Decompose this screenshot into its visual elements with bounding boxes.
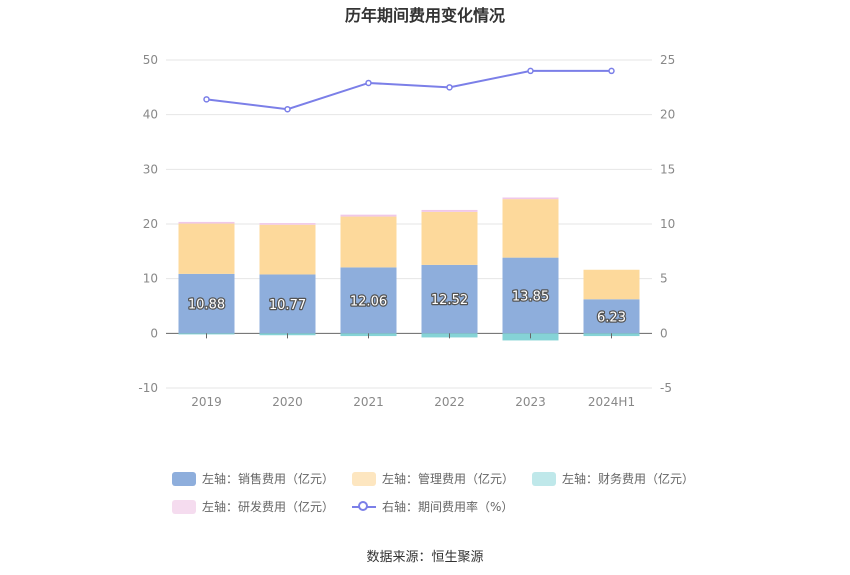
bar-segment — [178, 273, 235, 334]
legend-row-1: 左轴：销售费用（亿元） 左轴：管理费用（亿元） 左轴：财务费用（亿元） — [172, 470, 712, 487]
bar-segment — [502, 197, 559, 200]
legend-line-icon — [352, 500, 377, 514]
bar-segment — [502, 257, 559, 334]
bar-segment — [340, 216, 397, 268]
legend-item-finance[interactable]: 左轴：财务费用（亿元） — [532, 470, 694, 487]
bar-segment — [259, 224, 316, 275]
left-tick-label: 0 — [150, 326, 158, 340]
legend-swatch-sales — [172, 471, 196, 486]
legend-item-sales[interactable]: 左轴：销售费用（亿元） — [172, 470, 334, 487]
x-tick-label: 2023 — [515, 395, 546, 409]
right-tick-label: 15 — [660, 162, 675, 176]
legend-item-rnd[interactable]: 左轴：研发费用（亿元） — [172, 498, 334, 515]
data-label: 10.88 — [188, 298, 225, 313]
x-tick-label: 2024H1 — [588, 395, 635, 409]
right-tick-label: 10 — [660, 217, 675, 231]
bar-segment — [340, 214, 397, 217]
data-label: 10.77 — [269, 298, 306, 313]
legend-label-rnd: 左轴：研发费用（亿元） — [202, 500, 335, 514]
x-tick-label: 2022 — [434, 395, 465, 409]
legend-label-sales: 左轴：销售费用（亿元） — [202, 472, 335, 486]
left-tick-label: 20 — [143, 217, 158, 231]
line-point — [365, 79, 372, 87]
bar-segment — [421, 211, 478, 265]
right-tick-label: -5 — [660, 381, 672, 395]
bar-segment — [259, 274, 316, 334]
left-tick-label: 50 — [143, 53, 158, 67]
x-tick-label: 2020 — [272, 395, 303, 409]
legend-swatch-admin — [352, 471, 377, 486]
bar-segment — [340, 267, 397, 334]
line-point — [608, 67, 615, 75]
expense-ratio-line — [206, 69, 612, 111]
line-point — [203, 96, 210, 103]
left-tick-label: 10 — [143, 272, 158, 286]
bar-segment — [421, 264, 478, 334]
data-label: 13.85 — [512, 289, 549, 304]
legend-swatch-finance — [532, 471, 557, 486]
bar-segment — [178, 223, 235, 274]
right-tick-label: 0 — [660, 326, 668, 340]
x-tick-label: 2021 — [353, 395, 384, 409]
x-tick-label: 2019 — [191, 395, 222, 409]
line-point — [527, 67, 534, 75]
data-label: 12.06 — [350, 294, 387, 309]
left-tick-label: 40 — [143, 108, 158, 122]
legend-item-expense-ratio[interactable]: 右轴：期间费用率（%） — [352, 498, 513, 515]
data-label: 12.52 — [431, 293, 468, 308]
data-label: 6.23 — [597, 310, 626, 325]
bar-segment — [583, 269, 640, 300]
right-tick-label: 25 — [660, 53, 675, 67]
line-point — [446, 84, 453, 91]
bar-segment — [178, 221, 235, 224]
legend-label-admin: 左轴：管理费用（亿元） — [382, 472, 515, 486]
right-tick-label: 20 — [660, 108, 675, 122]
bar-segment — [502, 199, 559, 258]
source-note: 数据来源：恒生聚源 — [366, 550, 484, 565]
left-tick-label: -10 — [138, 381, 158, 395]
chart-title: 历年期间费用变化情况 — [344, 6, 505, 25]
bar-segment — [421, 209, 478, 212]
legend-label-expense-ratio: 右轴：期间费用率（%） — [382, 500, 514, 514]
right-tick-label: 5 — [660, 272, 668, 286]
legend-label-finance: 左轴：财务费用（亿元） — [562, 472, 695, 486]
legend-item-admin[interactable]: 左轴：管理费用（亿元） — [352, 470, 514, 487]
line-point — [284, 105, 291, 113]
left-tick-label: 30 — [143, 162, 158, 176]
legend-row-2: 左轴：研发费用（亿元） 右轴：期间费用率（%） — [172, 498, 531, 515]
legend-swatch-rnd — [172, 499, 196, 514]
bar-segment — [259, 223, 316, 225]
bar-segment — [583, 299, 640, 334]
